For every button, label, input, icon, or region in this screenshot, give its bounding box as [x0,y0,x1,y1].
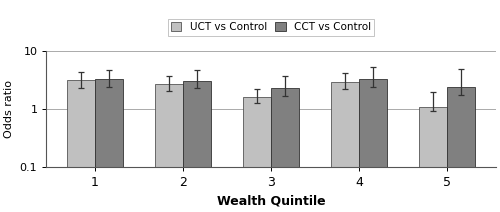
Bar [183,81,211,212]
Y-axis label: Odds ratio: Odds ratio [4,80,14,138]
Bar [155,84,183,212]
Bar [67,80,95,212]
Bar [271,88,300,212]
Bar [359,79,388,212]
Legend: UCT vs Control, CCT vs Control: UCT vs Control, CCT vs Control [168,19,374,36]
Bar [243,97,271,212]
X-axis label: Wealth Quintile: Wealth Quintile [217,195,326,208]
Bar [419,107,447,212]
Bar [95,79,123,212]
Bar [447,87,476,212]
Bar [331,82,359,212]
